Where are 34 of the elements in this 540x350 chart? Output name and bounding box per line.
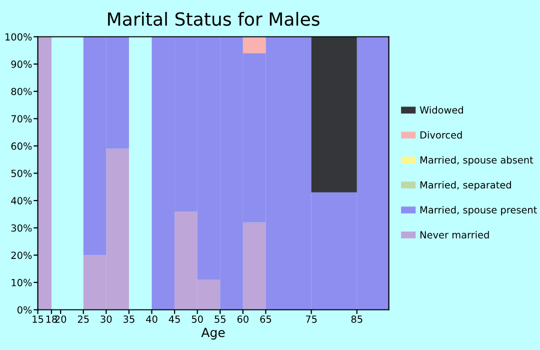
y-tick-label: 20%: [11, 252, 32, 259]
chart-title: Marital Status for Males: [108, 12, 320, 26]
y-tick-label: 0%: [17, 306, 32, 314]
legend-label: Never married: [420, 230, 489, 238]
y-tick-label: 40%: [11, 197, 32, 204]
x-axis-title: Age: [201, 328, 225, 340]
y-tick-label: 60%: [11, 142, 32, 150]
bar: [311, 36, 357, 192]
x-tick-label: 60: [237, 315, 248, 323]
x-tick-label: 40: [146, 315, 158, 323]
x-tick-label: 50: [192, 315, 203, 323]
legend-label: Married, spouse present: [420, 206, 537, 216]
y-tick-label: 90%: [11, 60, 32, 68]
x-tick-label: 55: [214, 316, 226, 323]
y-tick-label: 100%: [6, 33, 32, 41]
y-tick-label: 30%: [11, 224, 32, 232]
bar: [242, 36, 266, 54]
x-tick-label: 35: [124, 315, 134, 323]
legend-label: Widowed: [420, 106, 463, 114]
x-tick-label: 75: [306, 316, 317, 323]
x-tick-label: 30: [100, 315, 112, 323]
x-tick-label: 85: [351, 315, 362, 323]
y-tick-label: 80%: [11, 88, 32, 96]
x-tick-label: 45: [168, 316, 180, 323]
legend-label: Married, separated: [420, 181, 511, 190]
legend-label: Divorced: [420, 131, 462, 139]
x-tick-label: 15: [32, 316, 44, 323]
bar: [242, 222, 266, 310]
x-tick-label: 65: [260, 315, 272, 323]
y-tick-label: 10%: [12, 278, 32, 286]
legend-label: Married, spouse absent: [420, 156, 534, 166]
y-tick-label: 70%: [11, 115, 32, 122]
y-tick-label: 50%: [11, 170, 32, 178]
x-tick-label: 25: [78, 315, 89, 323]
